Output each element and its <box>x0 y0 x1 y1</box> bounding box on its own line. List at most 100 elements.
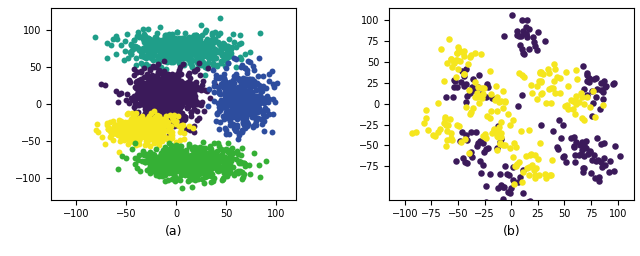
Point <box>140 111 150 115</box>
Point <box>226 51 236 55</box>
Point <box>181 48 191 52</box>
Point <box>149 96 159 100</box>
Point <box>196 52 206 57</box>
Point <box>225 104 236 108</box>
Point <box>502 172 512 176</box>
Point <box>212 40 223 45</box>
Point <box>246 91 256 95</box>
Point <box>217 156 227 160</box>
Point <box>138 101 148 105</box>
Point <box>515 43 525 47</box>
Point <box>119 133 129 137</box>
Point <box>200 50 210 54</box>
Point <box>124 131 134 135</box>
Point <box>188 162 198 166</box>
Point <box>239 106 249 111</box>
Point <box>149 76 159 80</box>
Point <box>143 125 153 129</box>
Point <box>151 170 161 174</box>
Point <box>145 144 155 148</box>
Point <box>242 71 252 75</box>
Point <box>168 88 178 92</box>
Point <box>209 164 220 168</box>
Point <box>136 54 146 58</box>
Point <box>168 76 179 80</box>
Point <box>158 56 168 60</box>
Point <box>156 65 166 69</box>
Point <box>115 127 125 131</box>
Point <box>158 47 168 51</box>
Point <box>193 145 203 150</box>
Point <box>176 102 186 106</box>
Point <box>163 96 173 100</box>
Point <box>182 101 193 105</box>
Point <box>197 167 207 172</box>
Point <box>186 47 196 51</box>
Point <box>237 129 247 133</box>
Point <box>132 137 143 141</box>
Point <box>145 105 156 110</box>
Point <box>555 76 565 80</box>
Point <box>175 149 185 153</box>
Point <box>232 114 242 119</box>
Point <box>595 107 605 111</box>
Point <box>161 169 171 173</box>
Point <box>158 96 168 100</box>
Point <box>192 67 202 71</box>
Point <box>177 103 188 107</box>
Point <box>166 93 177 97</box>
Point <box>196 163 207 167</box>
Point <box>184 48 195 52</box>
Point <box>133 131 143 135</box>
Point <box>161 92 172 97</box>
Point <box>520 32 531 36</box>
Point <box>184 142 194 146</box>
Point <box>129 124 139 128</box>
Point <box>218 114 228 118</box>
Point <box>208 157 218 162</box>
Point <box>140 124 150 129</box>
Point <box>170 53 180 57</box>
Point <box>135 127 145 132</box>
Point <box>173 44 184 48</box>
Point <box>161 43 171 47</box>
Point <box>106 133 116 137</box>
Point <box>223 100 233 104</box>
Point <box>173 158 184 162</box>
Point <box>147 52 157 56</box>
Point <box>240 126 250 130</box>
Point <box>209 40 219 44</box>
Point <box>127 48 137 52</box>
Point <box>154 93 164 97</box>
Point <box>229 89 239 93</box>
Point <box>248 103 258 108</box>
Point <box>142 122 152 126</box>
Point <box>180 117 190 121</box>
Point <box>152 157 163 161</box>
Point <box>158 85 168 89</box>
Point <box>598 90 608 94</box>
Point <box>156 114 166 118</box>
Point <box>481 200 492 205</box>
Point <box>211 166 221 170</box>
Point <box>139 122 149 126</box>
Point <box>132 69 142 73</box>
Point <box>149 81 159 85</box>
Point <box>173 114 184 118</box>
Point <box>247 90 257 94</box>
Point <box>132 122 142 126</box>
Point <box>227 95 237 99</box>
Point <box>184 94 194 98</box>
Point <box>157 87 168 91</box>
Point <box>130 156 140 160</box>
Point <box>174 61 184 66</box>
Point <box>177 48 187 52</box>
Point <box>152 106 162 110</box>
Point <box>239 77 250 81</box>
Point <box>164 89 175 93</box>
Point <box>169 43 179 47</box>
Point <box>223 141 233 145</box>
Point <box>129 126 139 130</box>
Point <box>237 103 247 107</box>
Point <box>141 129 151 133</box>
